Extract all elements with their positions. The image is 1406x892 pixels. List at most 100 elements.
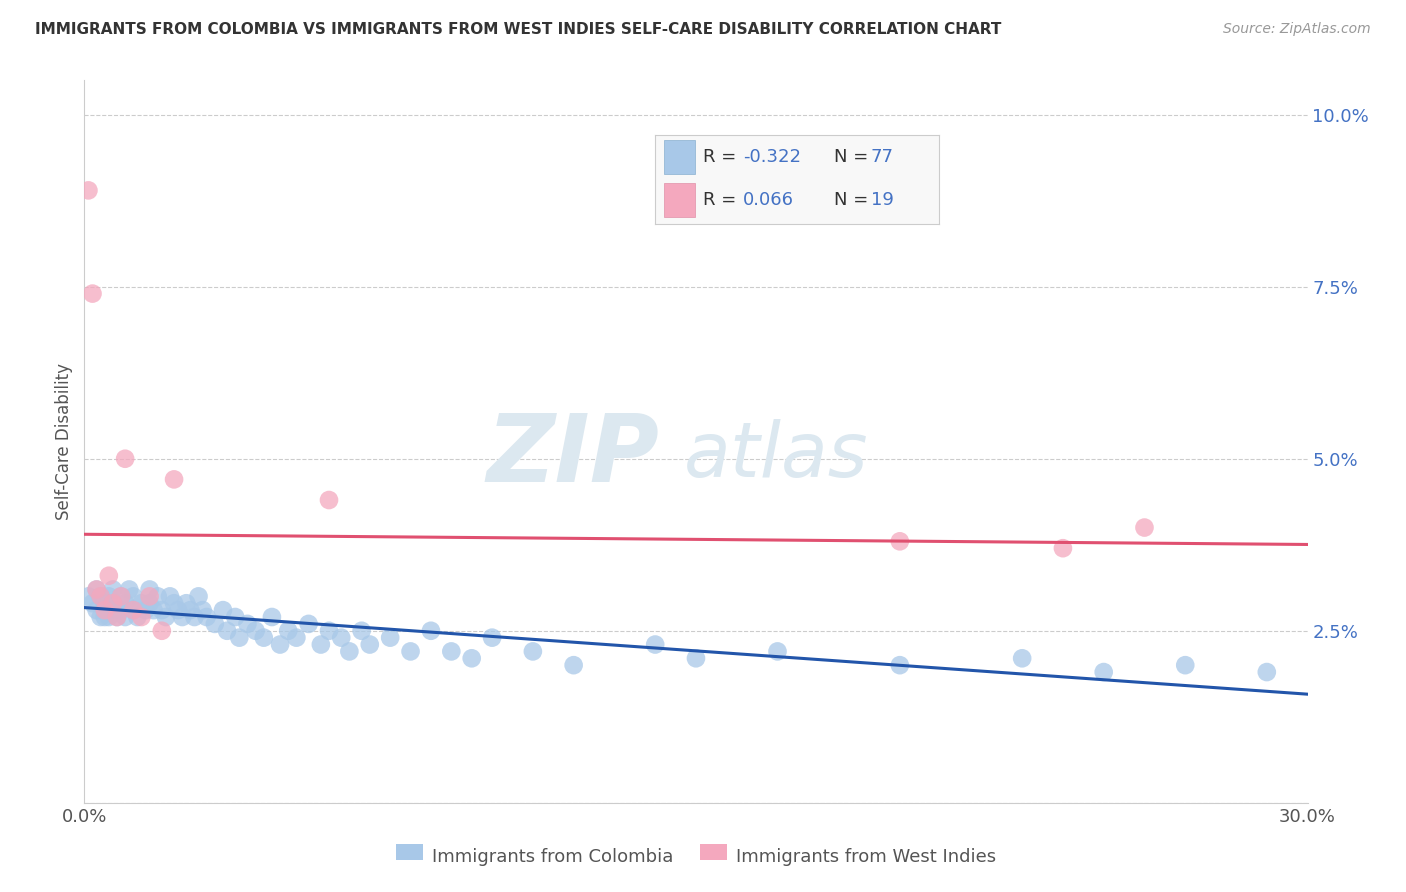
Point bbox=[228, 631, 250, 645]
Text: Source: ZipAtlas.com: Source: ZipAtlas.com bbox=[1223, 22, 1371, 37]
Point bbox=[685, 651, 707, 665]
Text: N =: N = bbox=[834, 148, 873, 166]
Point bbox=[82, 286, 104, 301]
Point bbox=[155, 610, 177, 624]
Point bbox=[110, 590, 132, 604]
Point bbox=[644, 638, 666, 652]
Text: R =: R = bbox=[703, 191, 742, 209]
Point bbox=[163, 472, 186, 486]
Point bbox=[97, 610, 120, 624]
Point bbox=[131, 596, 153, 610]
Point bbox=[440, 644, 463, 658]
Point bbox=[339, 644, 361, 658]
Point bbox=[122, 603, 145, 617]
Point bbox=[224, 610, 246, 624]
Point bbox=[131, 610, 153, 624]
Point bbox=[1133, 520, 1156, 534]
Point bbox=[1256, 665, 1278, 679]
Point bbox=[159, 590, 181, 604]
Point bbox=[118, 582, 141, 597]
Point bbox=[138, 596, 160, 610]
Point bbox=[522, 644, 544, 658]
Point bbox=[766, 644, 789, 658]
Point bbox=[110, 603, 132, 617]
Point bbox=[138, 582, 160, 597]
Point bbox=[86, 603, 108, 617]
Point bbox=[93, 603, 115, 617]
Point bbox=[1174, 658, 1197, 673]
Point bbox=[253, 631, 276, 645]
Point bbox=[236, 616, 259, 631]
Y-axis label: Self-Care Disability: Self-Care Disability bbox=[55, 363, 73, 520]
Point bbox=[1011, 651, 1033, 665]
Point bbox=[318, 624, 340, 638]
Point bbox=[114, 596, 136, 610]
Point bbox=[114, 451, 136, 466]
Point bbox=[90, 590, 112, 604]
Point bbox=[172, 610, 194, 624]
Point bbox=[245, 624, 267, 638]
Text: 19: 19 bbox=[870, 191, 893, 209]
Point bbox=[260, 610, 283, 624]
Point bbox=[359, 638, 381, 652]
Point bbox=[399, 644, 422, 658]
Point bbox=[110, 590, 132, 604]
Point bbox=[380, 631, 402, 645]
Point bbox=[195, 610, 218, 624]
Point bbox=[142, 603, 165, 617]
Point bbox=[150, 603, 173, 617]
Point bbox=[122, 590, 145, 604]
Text: 0.066: 0.066 bbox=[742, 191, 794, 209]
Point bbox=[93, 603, 115, 617]
Point bbox=[889, 534, 911, 549]
Point bbox=[350, 624, 373, 638]
Point bbox=[481, 631, 503, 645]
Point bbox=[86, 582, 108, 597]
Text: N =: N = bbox=[834, 191, 873, 209]
Point bbox=[101, 596, 124, 610]
Point bbox=[105, 610, 128, 624]
Point bbox=[174, 596, 197, 610]
Point bbox=[138, 590, 160, 604]
Point bbox=[183, 610, 205, 624]
Text: R =: R = bbox=[703, 148, 742, 166]
Point bbox=[1092, 665, 1115, 679]
Text: 77: 77 bbox=[870, 148, 893, 166]
Bar bbox=[664, 183, 695, 217]
Point bbox=[217, 624, 239, 638]
Point bbox=[93, 596, 115, 610]
Point bbox=[82, 596, 104, 610]
Point bbox=[77, 183, 100, 197]
Point bbox=[93, 610, 115, 624]
Point bbox=[97, 590, 120, 604]
Point bbox=[277, 624, 299, 638]
Point bbox=[309, 638, 332, 652]
Point bbox=[114, 610, 136, 624]
Point bbox=[420, 624, 443, 638]
Point bbox=[461, 651, 484, 665]
Point bbox=[163, 596, 186, 610]
Legend: Immigrants from Colombia, Immigrants from West Indies: Immigrants from Colombia, Immigrants fro… bbox=[388, 840, 1004, 873]
Point bbox=[127, 610, 149, 624]
Point bbox=[212, 603, 235, 617]
Point bbox=[86, 582, 108, 597]
Point bbox=[298, 616, 321, 631]
Bar bbox=[664, 140, 695, 174]
Point bbox=[97, 603, 120, 617]
Point bbox=[330, 631, 353, 645]
Point bbox=[101, 596, 124, 610]
Point bbox=[135, 603, 157, 617]
Point bbox=[285, 631, 308, 645]
Point bbox=[179, 603, 201, 617]
Point bbox=[105, 610, 128, 624]
Point bbox=[146, 590, 169, 604]
Text: atlas: atlas bbox=[683, 419, 869, 493]
Point bbox=[122, 603, 145, 617]
Point bbox=[77, 590, 100, 604]
Point bbox=[167, 603, 190, 617]
Point bbox=[204, 616, 226, 631]
Point bbox=[105, 603, 128, 617]
Text: IMMIGRANTS FROM COLOMBIA VS IMMIGRANTS FROM WEST INDIES SELF-CARE DISABILITY COR: IMMIGRANTS FROM COLOMBIA VS IMMIGRANTS F… bbox=[35, 22, 1001, 37]
Point bbox=[150, 624, 173, 638]
Text: -0.322: -0.322 bbox=[742, 148, 801, 166]
